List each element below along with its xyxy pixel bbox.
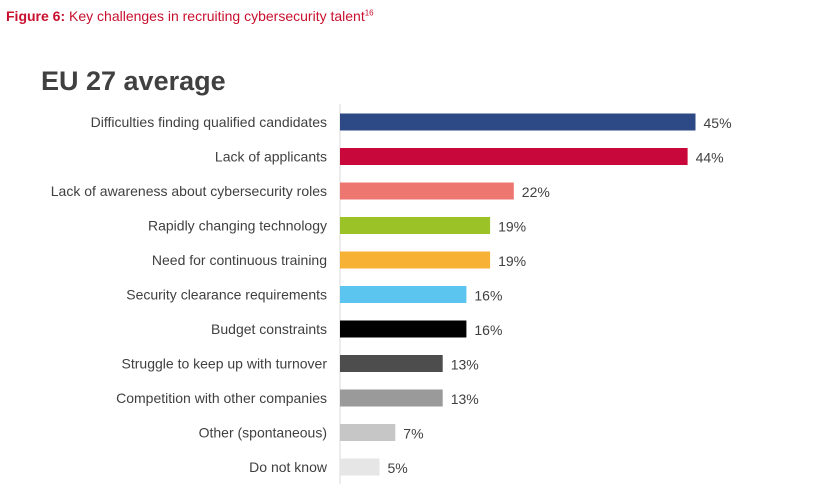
bar bbox=[340, 320, 467, 338]
figure-caption: Figure 6: Key challenges in recruiting c… bbox=[6, 8, 374, 24]
category-label: Lack of applicants bbox=[215, 149, 327, 165]
bar bbox=[340, 458, 380, 476]
data-label: 19% bbox=[498, 219, 526, 235]
chart-title: EU 27 average bbox=[41, 66, 226, 96]
data-label: 45% bbox=[704, 115, 732, 131]
bar bbox=[340, 182, 514, 200]
bar bbox=[340, 389, 443, 407]
data-label: 16% bbox=[474, 322, 502, 338]
category-label: Struggle to keep up with turnover bbox=[122, 356, 328, 372]
bar bbox=[340, 424, 396, 441]
bar bbox=[340, 355, 443, 372]
category-label: Lack of awareness about cybersecurity ro… bbox=[51, 183, 327, 199]
data-label: 5% bbox=[388, 460, 408, 476]
data-label: 7% bbox=[403, 426, 423, 442]
bar bbox=[340, 217, 491, 234]
data-label: 16% bbox=[474, 288, 502, 304]
bar bbox=[340, 286, 467, 303]
category-label: Difficulties finding qualified candidate… bbox=[91, 114, 327, 130]
category-label: Other (spontaneous) bbox=[199, 425, 327, 441]
footnote-reference: 16 bbox=[364, 8, 374, 18]
category-label: Need for continuous training bbox=[152, 252, 327, 268]
category-label: Do not know bbox=[249, 459, 328, 475]
figure-caption-text: Key challenges in recruiting cybersecuri… bbox=[69, 8, 365, 24]
bar bbox=[340, 148, 688, 165]
data-label: 22% bbox=[522, 184, 550, 200]
figure-number: Figure 6: bbox=[6, 8, 66, 24]
data-label: 44% bbox=[696, 150, 724, 166]
category-label: Budget constraints bbox=[211, 321, 327, 337]
category-label: Security clearance requirements bbox=[126, 287, 327, 303]
bars-group: Difficulties finding qualified candidate… bbox=[51, 113, 732, 476]
data-label: 13% bbox=[451, 357, 479, 373]
bar bbox=[340, 251, 491, 269]
data-label: 19% bbox=[498, 253, 526, 269]
category-label: Competition with other companies bbox=[116, 390, 327, 406]
category-label: Rapidly changing technology bbox=[148, 218, 327, 234]
bar bbox=[340, 113, 696, 131]
data-label: 13% bbox=[451, 391, 479, 407]
